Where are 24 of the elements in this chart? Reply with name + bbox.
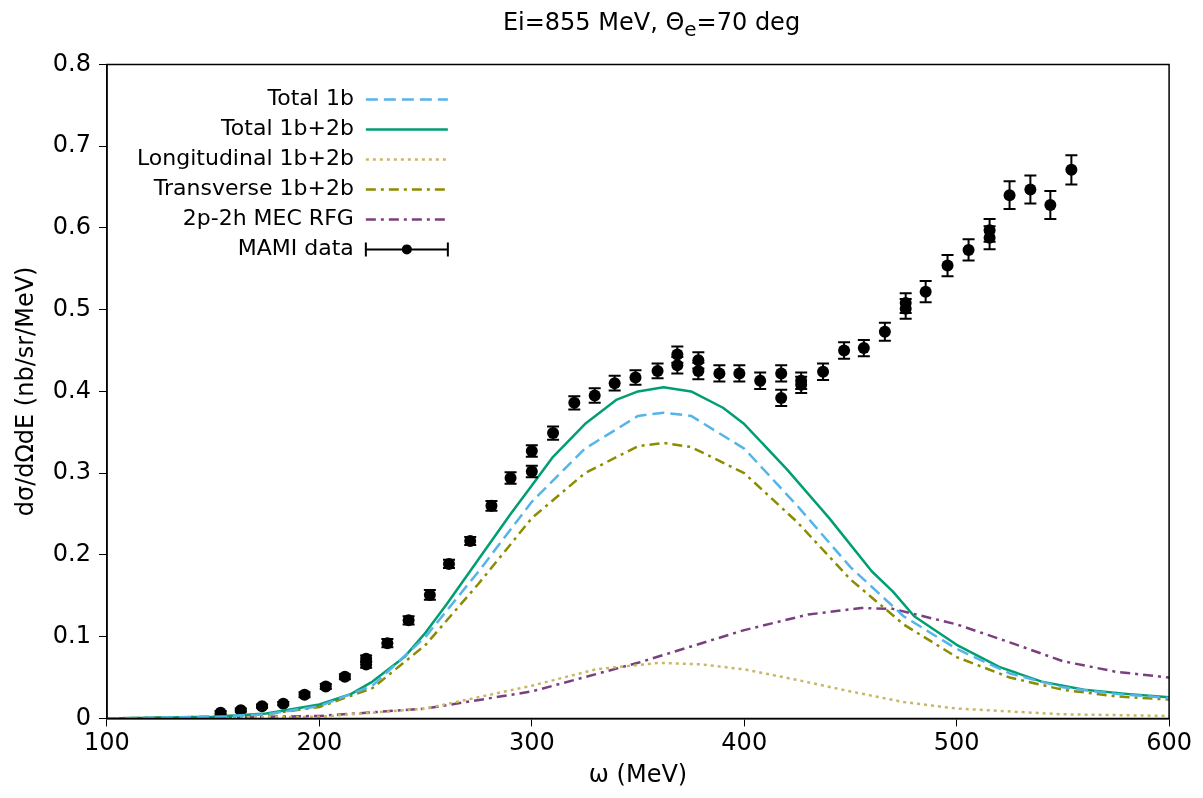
legend-label: 2p-2h MEC RFG (182, 205, 354, 231)
legend-label: MAMI data (237, 235, 354, 261)
y-tick-label: 0.5 (52, 293, 91, 322)
y-tick-label: 0.1 (52, 620, 91, 649)
legend-label: Total 1b (266, 85, 354, 111)
x-tick-label: 500 (933, 728, 980, 757)
y-tick-label: 0.4 (52, 375, 91, 404)
chart-title: Ei=855 MeV, Θ$_{e}$=70 deg (501, 8, 802, 42)
legend-label: Total 1b+2b (220, 115, 354, 141)
y-axis-title: dσ/dΩdE (nb/sr/MeV) (10, 266, 39, 517)
y-tick-label: 0.2 (52, 539, 91, 568)
x-tick-label: 300 (508, 728, 555, 757)
x-axis-title: ω (MeV) (588, 759, 688, 788)
legend-label: Longitudinal 1b+2b (136, 145, 354, 171)
x-tick-label: 600 (1146, 728, 1192, 757)
x-tick-label: 400 (721, 728, 768, 757)
legend-label: Transverse 1b+2b (152, 175, 354, 201)
x-tick-label: 100 (84, 728, 130, 757)
y-tick-label: 0 (75, 702, 91, 731)
y-tick-label: 0.8 (52, 48, 91, 77)
y-tick-label: 0.3 (52, 457, 91, 486)
x-tick-label: 200 (296, 728, 343, 757)
y-tick-label: 0.6 (52, 212, 91, 241)
y-tick-label: 0.7 (52, 130, 91, 159)
